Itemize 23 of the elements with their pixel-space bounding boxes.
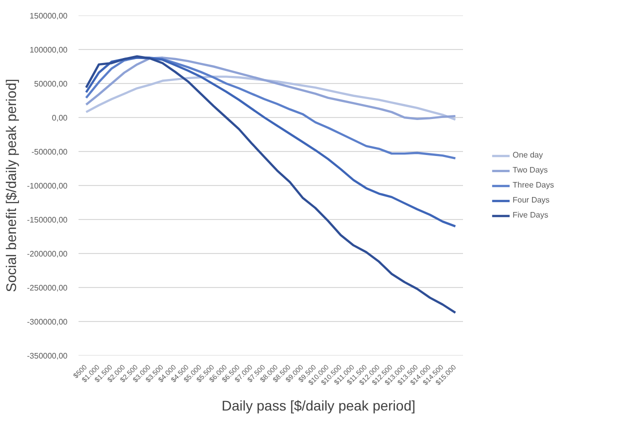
- line-series: [85, 55, 456, 314]
- legend-label: Three Days: [512, 180, 554, 190]
- line-series: [85, 56, 456, 228]
- y-tick-label: -200000,00: [27, 250, 68, 258]
- y-tick-label: -50000,00: [31, 148, 68, 156]
- y-tick-label: -100000,00: [27, 182, 68, 190]
- y-tick-label: 150000,00: [30, 12, 68, 20]
- line-series: [85, 56, 456, 160]
- x-axis-title: Daily pass [$/daily peak period]: [222, 397, 416, 414]
- y-tick-label: -250000,00: [27, 284, 68, 292]
- y-tick-label: 0,00: [52, 114, 68, 122]
- legend-label: Two Days: [512, 166, 548, 174]
- y-tick-label: -300000,00: [27, 318, 68, 326]
- y-tick-label: -350000,00: [27, 352, 68, 360]
- line-series: [85, 76, 456, 121]
- y-tick-label: -150000,00: [27, 216, 68, 224]
- legend-label: Four Days: [512, 196, 550, 204]
- y-axis-title: Social benefit [$/daily peak period]: [3, 78, 20, 292]
- y-tick-label: 100000,00: [30, 46, 68, 54]
- legend-label: One day: [512, 150, 543, 160]
- y-tick-label: 50000,00: [34, 80, 68, 88]
- line-series: [85, 56, 456, 120]
- legend-label: Five Days: [512, 210, 548, 220]
